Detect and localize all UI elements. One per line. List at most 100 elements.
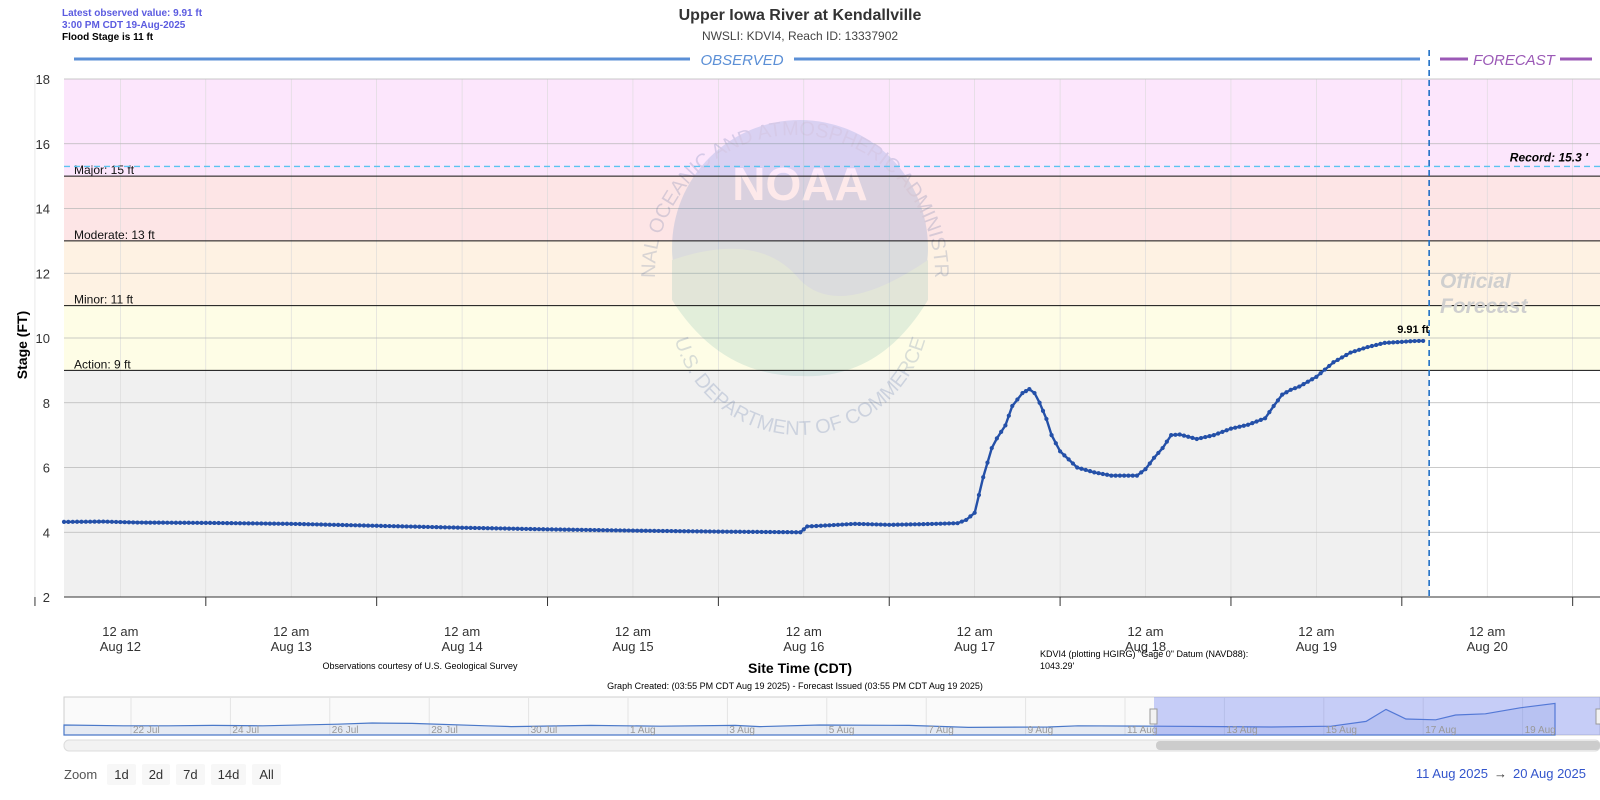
observation-point[interactable]: [1284, 390, 1289, 395]
observation-point[interactable]: [904, 522, 909, 527]
observation-point[interactable]: [545, 527, 550, 532]
observation-point[interactable]: [1348, 350, 1353, 355]
observation-point[interactable]: [272, 521, 277, 526]
observation-point[interactable]: [652, 528, 657, 533]
observation-point[interactable]: [532, 526, 537, 532]
observation-point[interactable]: [114, 519, 119, 525]
zoom-2d-button[interactable]: 2d: [141, 764, 171, 785]
observation-point[interactable]: [229, 521, 234, 526]
observation-point[interactable]: [1382, 340, 1387, 345]
observation-point[interactable]: [391, 524, 396, 529]
observation-point[interactable]: [874, 522, 879, 527]
observation-point[interactable]: [882, 522, 888, 527]
observation-point[interactable]: [1134, 473, 1140, 478]
observation-point[interactable]: [340, 522, 345, 528]
observation-point[interactable]: [562, 527, 567, 532]
observation-point[interactable]: [596, 528, 601, 533]
observation-point[interactable]: [818, 523, 823, 528]
observation-point[interactable]: [908, 522, 913, 527]
observation-point[interactable]: [793, 530, 799, 535]
observation-point[interactable]: [1079, 466, 1084, 471]
observation-point[interactable]: [798, 530, 803, 535]
observation-point[interactable]: [1365, 344, 1370, 350]
observation-point[interactable]: [246, 521, 251, 526]
observation-point[interactable]: [946, 521, 952, 526]
zoom-7d-button[interactable]: 7d: [176, 764, 205, 785]
zoom-all-button[interactable]: All: [252, 764, 281, 785]
observation-point[interactable]: [618, 528, 623, 533]
observation-point[interactable]: [378, 523, 384, 528]
observation-point[interactable]: [643, 528, 648, 533]
observation-point[interactable]: [472, 525, 478, 531]
observation-point[interactable]: [976, 492, 982, 498]
observation-point[interactable]: [712, 529, 717, 534]
observation-point[interactable]: [609, 528, 614, 533]
observation-point[interactable]: [83, 519, 88, 524]
observation-point[interactable]: [131, 520, 136, 525]
observation-point[interactable]: [1258, 417, 1263, 423]
observation-point[interactable]: [370, 523, 375, 528]
observation-point[interactable]: [1177, 432, 1182, 437]
observation-point[interactable]: [1207, 433, 1212, 439]
observation-point[interactable]: [1352, 349, 1357, 354]
observation-point[interactable]: [772, 529, 777, 535]
observation-point[interactable]: [852, 521, 858, 526]
observation-point[interactable]: [1403, 339, 1409, 344]
observation-point[interactable]: [891, 522, 896, 527]
observation-point[interactable]: [284, 521, 290, 526]
observation-point[interactable]: [353, 523, 358, 528]
scrollbar-thumb[interactable]: [1156, 741, 1600, 750]
observation-point[interactable]: [703, 529, 708, 534]
observation-point[interactable]: [1233, 425, 1238, 430]
observation-point[interactable]: [929, 521, 935, 527]
observation-point[interactable]: [511, 526, 516, 531]
observation-point[interactable]: [925, 521, 930, 527]
observation-point[interactable]: [583, 527, 589, 533]
observation-point[interactable]: [1267, 410, 1272, 415]
observation-point[interactable]: [1318, 371, 1323, 376]
observation-point[interactable]: [592, 527, 597, 533]
observation-point[interactable]: [1049, 433, 1054, 438]
observation-point[interactable]: [707, 529, 712, 534]
observation-point[interactable]: [1122, 473, 1127, 478]
observation-point[interactable]: [861, 521, 866, 527]
observation-point[interactable]: [1245, 422, 1251, 427]
observation-point[interactable]: [70, 519, 75, 524]
observation-point[interactable]: [823, 523, 828, 528]
observation-point[interactable]: [451, 525, 456, 530]
observation-point[interactable]: [1087, 469, 1093, 474]
observation-point[interactable]: [515, 526, 520, 531]
observation-point[interactable]: [955, 521, 960, 526]
observation-point[interactable]: [755, 529, 760, 535]
observation-point[interactable]: [1066, 457, 1071, 462]
observation-point[interactable]: [1339, 355, 1345, 360]
observation-point[interactable]: [1216, 431, 1221, 436]
observation-point[interactable]: [430, 524, 435, 530]
observation-point[interactable]: [720, 529, 725, 534]
observation-point[interactable]: [613, 528, 618, 533]
observation-point[interactable]: [148, 520, 153, 525]
observation-point[interactable]: [1335, 357, 1340, 362]
observation-point[interactable]: [1020, 390, 1025, 396]
observation-point[interactable]: [1288, 387, 1293, 392]
observation-point[interactable]: [310, 522, 315, 527]
observation-point[interactable]: [1374, 342, 1379, 348]
observation-point[interactable]: [1280, 392, 1285, 397]
observation-point[interactable]: [182, 520, 187, 525]
observation-point[interactable]: [1040, 408, 1046, 413]
observation-point[interactable]: [366, 523, 371, 528]
observation-point[interactable]: [1109, 473, 1114, 478]
observation-point[interactable]: [105, 519, 110, 524]
observation-point[interactable]: [1062, 453, 1067, 458]
observation-point[interactable]: [237, 521, 243, 526]
observation-point[interactable]: [528, 526, 533, 532]
observation-point[interactable]: [88, 519, 93, 524]
observation-point[interactable]: [485, 526, 490, 531]
observation-point[interactable]: [801, 527, 806, 532]
observation-point[interactable]: [1169, 433, 1174, 438]
observation-point[interactable]: [400, 524, 405, 529]
observation-point[interactable]: [848, 521, 853, 527]
observation-point[interactable]: [207, 520, 213, 526]
observation-point[interactable]: [160, 520, 166, 525]
observation-point[interactable]: [336, 522, 341, 528]
